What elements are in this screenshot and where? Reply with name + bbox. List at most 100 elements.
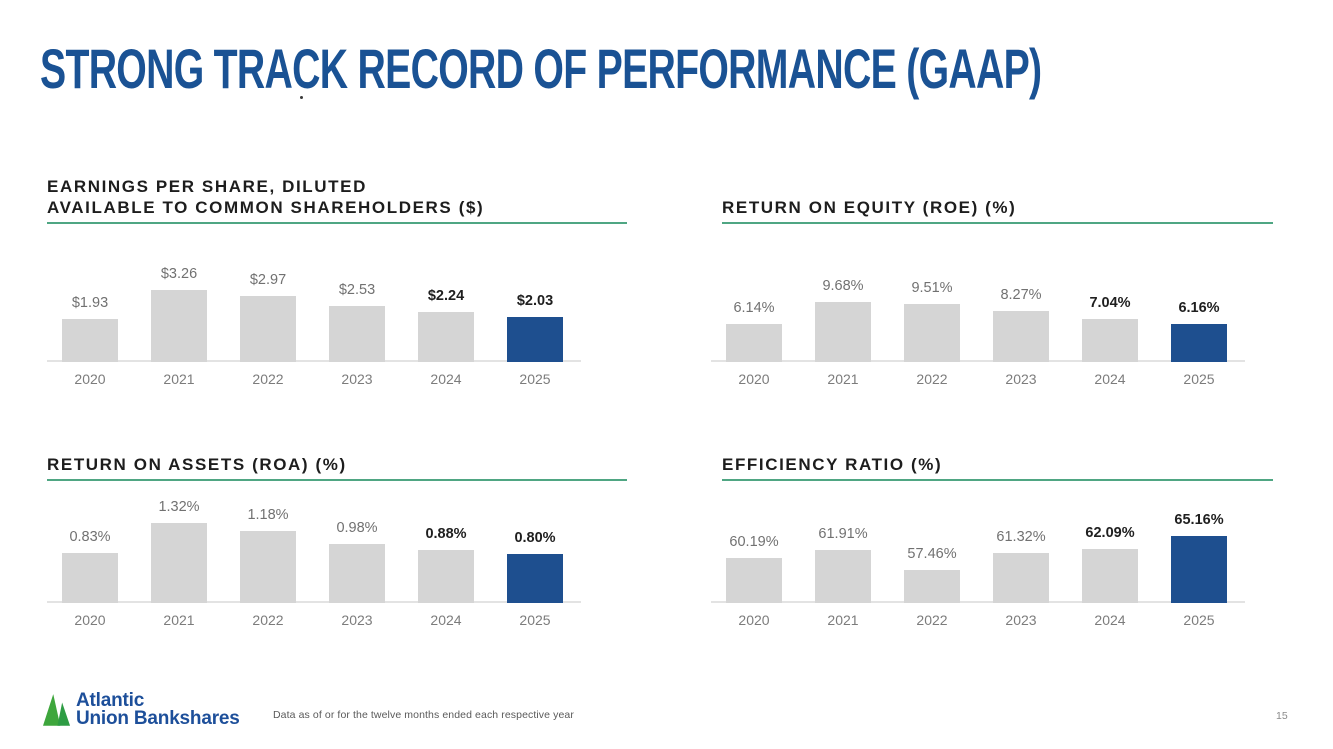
bar-plot: $1.93 $3.26 $2.97 $2.53 $2.24 $2.03 — [47, 224, 627, 362]
bar-2023 — [993, 311, 1049, 362]
x-axis-line — [711, 601, 1245, 603]
bar-2024 — [1082, 549, 1138, 603]
year-label: 2021 — [827, 371, 859, 387]
year-label: 2023 — [1005, 612, 1037, 628]
bar-2023 — [993, 552, 1049, 603]
bar-2024 — [418, 312, 474, 362]
value-label: 0.83% — [69, 528, 111, 545]
bar-2025 — [507, 316, 563, 362]
value-label: $2.03 — [516, 292, 554, 309]
value-label: 8.27% — [1000, 287, 1042, 304]
bar-2021 — [151, 522, 207, 603]
bar-plot: 6.14% 9.68% 9.51% 8.27% 7.04% 6.16% — [711, 224, 1273, 362]
bar-2024 — [1082, 318, 1138, 362]
value-label: 7.04% — [1089, 294, 1131, 311]
year-label: 2025 — [1183, 371, 1215, 387]
year-label: 2023 — [341, 612, 373, 628]
value-label: $2.24 — [427, 288, 465, 305]
value-label: 65.16% — [1174, 511, 1224, 528]
bar-plot: 0.83% 1.32% 1.18% 0.98% 0.88% 0.80% — [47, 481, 627, 603]
value-label: 6.16% — [1178, 300, 1220, 317]
year-label: 2020 — [738, 612, 770, 628]
chart-title-underline — [47, 479, 627, 481]
value-label: 62.09% — [1085, 525, 1135, 542]
chart-title-line: EARNINGS PER SHARE, DILUTED — [47, 177, 367, 196]
x-axis-line — [47, 360, 581, 362]
year-label: 2024 — [1094, 612, 1126, 628]
year-label: 2025 — [1183, 612, 1215, 628]
value-label: 0.88% — [425, 525, 467, 542]
chart-eps: EARNINGS PER SHARE, DILUTED AVAILABLE TO … — [47, 170, 627, 387]
year-label: 2021 — [163, 371, 195, 387]
logo-line-2: Union Bankshares — [76, 708, 240, 729]
chart-title-line: RETURN ON ASSETS (ROA) (%) — [47, 455, 347, 474]
chart-title-line: RETURN ON EQUITY (ROE) (%) — [722, 198, 1017, 217]
bar-2022 — [240, 531, 296, 603]
year-label: 2024 — [430, 612, 462, 628]
logo-wordmark: Atlantic Union Bankshares — [76, 690, 240, 728]
chart-title: EARNINGS PER SHARE, DILUTED AVAILABLE TO … — [47, 170, 627, 222]
year-label: 2025 — [519, 371, 551, 387]
value-label: 9.68% — [822, 278, 864, 295]
bar-2020 — [62, 552, 118, 603]
mountain-triangles-icon — [43, 694, 71, 726]
value-label: $3.26 — [160, 265, 198, 282]
bar-2025 — [1171, 324, 1227, 362]
value-label: 1.32% — [158, 498, 200, 515]
year-label: 2020 — [738, 371, 770, 387]
value-label: 61.32% — [996, 528, 1046, 545]
x-axis-line — [47, 601, 581, 603]
page-number: 15 — [1276, 710, 1288, 722]
chart-efficiency: EFFICIENCY RATIO (%) 60.19% 61.91% 57.46% 6… — [711, 452, 1273, 628]
value-label: $2.97 — [249, 272, 287, 288]
title-dot-artifact — [300, 96, 303, 99]
value-label: 0.98% — [336, 519, 378, 536]
chart-roe: RETURN ON EQUITY (ROE) (%) 6.14% 9.68% 9.5… — [711, 170, 1273, 387]
bar-2022 — [240, 296, 296, 362]
chart-title: EFFICIENCY RATIO (%) — [722, 452, 1273, 479]
bar-2025 — [1171, 535, 1227, 603]
bar-2023 — [329, 543, 385, 603]
chart-title-line: AVAILABLE TO COMMON SHAREHOLDERS ($) — [47, 198, 485, 217]
bar-2024 — [418, 549, 474, 603]
value-label: 61.91% — [818, 526, 868, 543]
chart-title-underline — [722, 222, 1273, 224]
chart-title: RETURN ON EQUITY (ROE) (%) — [722, 170, 1273, 222]
year-label: 2020 — [74, 371, 106, 387]
year-label: 2025 — [519, 612, 551, 628]
year-label: 2022 — [252, 612, 284, 628]
logo-line-1: Atlantic — [76, 690, 145, 711]
value-label: 57.46% — [907, 545, 957, 562]
bar-2020 — [726, 557, 782, 603]
year-axis: 2020 2021 2022 2023 2024 2025 — [47, 371, 627, 387]
year-label: 2023 — [341, 371, 373, 387]
chart-title-underline — [47, 222, 627, 224]
year-label: 2024 — [1094, 371, 1126, 387]
page-title: STRONG TRACK RECORD OF PERFORMANCE (GAAP… — [40, 37, 1042, 100]
footnote-text: Data as of or for the twelve months ende… — [273, 709, 574, 721]
chart-roa: RETURN ON ASSETS (ROA) (%) 0.83% 1.32% 1.1… — [47, 452, 627, 628]
bar-2022 — [904, 569, 960, 603]
year-axis: 2020 2021 2022 2023 2024 2025 — [711, 612, 1273, 628]
year-label: 2024 — [430, 371, 462, 387]
value-label: 9.51% — [911, 279, 953, 296]
bar-2021 — [815, 302, 871, 362]
chart-title-underline — [722, 479, 1273, 481]
year-label: 2022 — [916, 612, 948, 628]
value-label: 60.19% — [729, 533, 779, 550]
bar-2023 — [329, 305, 385, 362]
bar-2020 — [62, 319, 118, 362]
bar-2025 — [507, 554, 563, 603]
bar-plot: 60.19% 61.91% 57.46% 61.32% 62.09% 65.16% — [711, 481, 1273, 603]
chart-title-line: EFFICIENCY RATIO (%) — [722, 455, 943, 474]
company-logo: Atlantic Union Bankshares — [43, 690, 240, 728]
x-axis-line — [711, 360, 1245, 362]
chart-title: RETURN ON ASSETS (ROA) (%) — [47, 452, 627, 479]
year-label: 2021 — [827, 612, 859, 628]
value-label: $1.93 — [71, 295, 109, 312]
bar-2020 — [726, 324, 782, 362]
year-axis: 2020 2021 2022 2023 2024 2025 — [711, 371, 1273, 387]
year-label: 2021 — [163, 612, 195, 628]
value-label: 0.80% — [514, 530, 556, 547]
